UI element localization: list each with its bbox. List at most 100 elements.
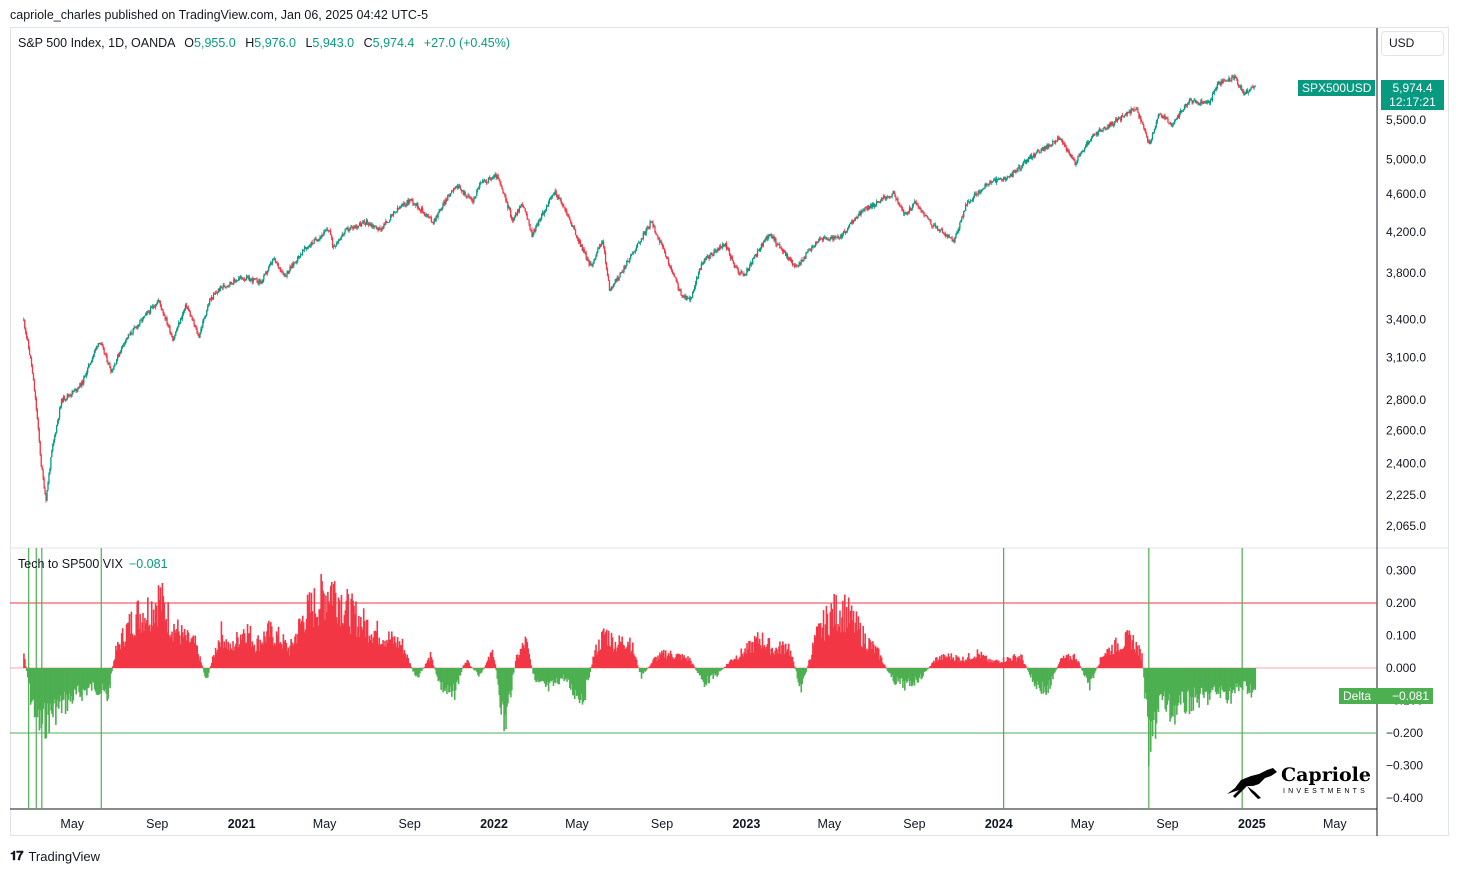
- price-candle: [194, 324, 196, 327]
- price-candle: [1161, 115, 1163, 118]
- price-candle: [766, 236, 768, 240]
- price-candle: [855, 217, 857, 219]
- delta-bar: [268, 620, 270, 668]
- delta-bar: [476, 668, 478, 673]
- price-candle: [965, 204, 967, 211]
- delta-bar: [631, 650, 633, 668]
- delta-label: Delta: [1343, 689, 1372, 703]
- delta-bar: [738, 657, 741, 668]
- delta-bar: [852, 611, 855, 668]
- price-candle: [317, 239, 319, 242]
- delta-bar: [25, 666, 27, 668]
- price-candle: [779, 244, 781, 248]
- delta-bar: [1014, 656, 1017, 668]
- price-candle: [707, 255, 709, 257]
- price-candle: [716, 250, 718, 252]
- price-candle: [102, 345, 104, 348]
- indicator-name[interactable]: Tech to SP500 VIX: [18, 557, 123, 571]
- delta-bar: [138, 629, 140, 668]
- price-candle: [816, 241, 819, 243]
- delta-bar: [421, 668, 424, 670]
- symbol-title[interactable]: S&P 500 Index, 1D, OANDA: [18, 36, 175, 50]
- delta-bar: [1209, 668, 1212, 693]
- delta-bar: [227, 641, 229, 668]
- price-candle: [810, 249, 812, 251]
- delta-bar: [810, 659, 812, 668]
- price-candle: [252, 278, 254, 283]
- price-candle: [337, 240, 340, 243]
- price-candle: [540, 218, 542, 220]
- delta-bar: [1253, 668, 1256, 689]
- price-candle: [239, 277, 241, 279]
- delta-bar: [839, 610, 841, 668]
- price-candle: [715, 250, 717, 252]
- delta-bar: [266, 631, 268, 668]
- price-candle: [138, 324, 140, 326]
- delta-bar: [202, 668, 204, 669]
- delta-bar: [283, 641, 286, 668]
- delta-bar: [760, 648, 763, 668]
- delta-bar: [776, 649, 778, 668]
- delta-bar: [64, 668, 67, 714]
- delta-bar: [1212, 668, 1215, 688]
- footer-brand[interactable]: TradingView: [28, 848, 101, 864]
- price-candle: [605, 262, 608, 270]
- price-candle: [504, 193, 506, 196]
- price-candle: [246, 276, 249, 278]
- price-candle: [1110, 122, 1112, 125]
- currency-button[interactable]: USD: [1381, 31, 1444, 56]
- price-candle: [1104, 126, 1106, 130]
- delta-bar: [953, 661, 956, 668]
- delta-bar: [1141, 653, 1143, 668]
- price-candle: [727, 247, 730, 250]
- delta-bar: [1055, 668, 1057, 671]
- delta-bar: [591, 664, 593, 668]
- delta-bar: [656, 661, 658, 668]
- delta-bar: [792, 661, 795, 668]
- delta-bar: [80, 668, 82, 696]
- delta-bar: [118, 644, 120, 668]
- delta-bar: [708, 668, 711, 684]
- price-candle: [669, 265, 672, 267]
- delta-bar: [402, 653, 405, 668]
- price-candle: [608, 280, 611, 291]
- price-candle: [197, 333, 199, 335]
- delta-bar: [1117, 643, 1119, 668]
- delta-bar: [691, 664, 693, 668]
- delta-bar: [900, 668, 902, 679]
- delta-bar: [859, 622, 862, 668]
- price-candle: [454, 186, 457, 189]
- delta-bar: [1213, 668, 1216, 686]
- delta-bar: [828, 636, 831, 668]
- price-candle: [1106, 127, 1108, 129]
- delta-bar: [1045, 668, 1047, 695]
- delta-bar: [203, 668, 205, 673]
- price-candle: [282, 271, 284, 275]
- delta-bar: [693, 665, 695, 668]
- delta-bar: [564, 668, 566, 680]
- price-candle: [328, 230, 330, 232]
- delta-bar: [1132, 635, 1135, 668]
- price-candle: [614, 279, 616, 284]
- price-candle: [220, 286, 222, 288]
- price-candle: [635, 246, 638, 251]
- price-candle: [342, 234, 344, 236]
- price-candle: [44, 488, 46, 495]
- price-candle: [743, 273, 745, 276]
- delta-bar: [793, 666, 796, 668]
- price-candle: [257, 282, 259, 284]
- price-candle: [386, 221, 388, 223]
- price-tick-label: 2,225.0: [1386, 488, 1426, 502]
- delta-bar: [799, 668, 802, 685]
- price-candle: [442, 203, 444, 208]
- price-candle: [664, 252, 667, 257]
- price-candle: [1052, 141, 1054, 146]
- delta-bar: [1205, 668, 1207, 692]
- delta-bar: [198, 660, 200, 668]
- delta-bar: [524, 636, 527, 668]
- delta-bar: [746, 643, 748, 668]
- price-candle: [735, 266, 737, 268]
- price-candle: [1031, 157, 1034, 159]
- price-candle: [245, 276, 248, 280]
